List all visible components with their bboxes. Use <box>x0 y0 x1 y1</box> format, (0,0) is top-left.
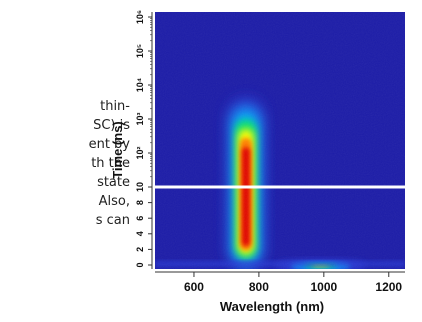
y-tick-label: 4 <box>135 231 145 236</box>
text-line: state <box>97 175 130 190</box>
text-line: SC) is <box>93 118 130 133</box>
x-tick-label: 1200 <box>375 280 402 294</box>
article-text-fragment: thin- SC) is ent by th the state Also, s… <box>0 97 130 230</box>
y-tick-label: 0 <box>135 262 145 267</box>
x-axis-ticks: 600 800 1000 1200 <box>184 272 402 294</box>
y-tick-label: 10² <box>135 146 145 159</box>
text-line: s can <box>95 213 130 228</box>
x-axis-label: Wavelength (nm) <box>220 299 324 314</box>
text-line: th the <box>91 156 130 171</box>
text-line: Also, <box>98 194 130 209</box>
text-line: ent by <box>88 137 130 152</box>
x-tick-label: 800 <box>249 280 269 294</box>
y-axis-label: Time (ns) <box>110 121 125 179</box>
noise-overlay <box>155 12 405 269</box>
plot-area <box>155 12 405 269</box>
y-tick-label: 6 <box>135 216 145 221</box>
y-tick-label: 10 <box>135 182 145 192</box>
y-tick-label: 10³ <box>135 112 145 125</box>
text-line: thin- <box>100 99 130 114</box>
y-axis-ticks: 0 2 4 6 8 10 10² 10³ 10⁴ 10⁵ 10⁶ <box>135 10 152 268</box>
y-tick-label: 10⁴ <box>135 78 145 92</box>
y-tick-label: 10⁵ <box>135 44 145 58</box>
x-tick-label: 600 <box>184 280 204 294</box>
x-tick-label: 1000 <box>310 280 337 294</box>
y-tick-label: 8 <box>135 200 145 205</box>
y-tick-label: 2 <box>135 247 145 252</box>
y-tick-label: 10⁶ <box>135 10 145 24</box>
